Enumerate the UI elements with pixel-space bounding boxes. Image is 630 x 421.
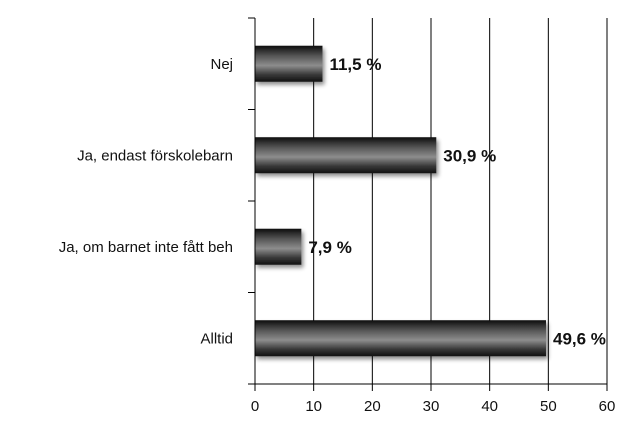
bar-value-label: 49,6 % bbox=[553, 329, 606, 348]
bar-value-label: 11,5 % bbox=[329, 55, 381, 74]
x-tick-label: 40 bbox=[481, 398, 498, 415]
category-label: Ja, endast förskolebarn bbox=[77, 147, 233, 164]
bar bbox=[255, 45, 323, 82]
bar-value-label: 7,9 % bbox=[308, 238, 351, 257]
category-label: Nej bbox=[210, 56, 233, 73]
x-tick-label: 20 bbox=[364, 398, 381, 415]
category-label: Alltid bbox=[200, 330, 233, 347]
bar bbox=[255, 228, 302, 265]
x-tick-label: 0 bbox=[251, 398, 259, 415]
x-tick-label: 10 bbox=[305, 398, 322, 415]
category-label: Ja, om barnet inte fått beh bbox=[59, 239, 233, 256]
axes bbox=[248, 17, 608, 391]
bar bbox=[255, 137, 437, 174]
bar bbox=[255, 320, 546, 357]
x-tick-label: 50 bbox=[540, 398, 557, 415]
bars bbox=[255, 45, 546, 357]
x-tick-label: 60 bbox=[599, 398, 616, 415]
x-tick-label: 30 bbox=[423, 398, 440, 415]
labels: 11,5 % Nej 30,9 % Ja, endast förskolebarn 7,… bbox=[59, 55, 616, 415]
bar-value-label: 30,9 % bbox=[443, 146, 496, 165]
